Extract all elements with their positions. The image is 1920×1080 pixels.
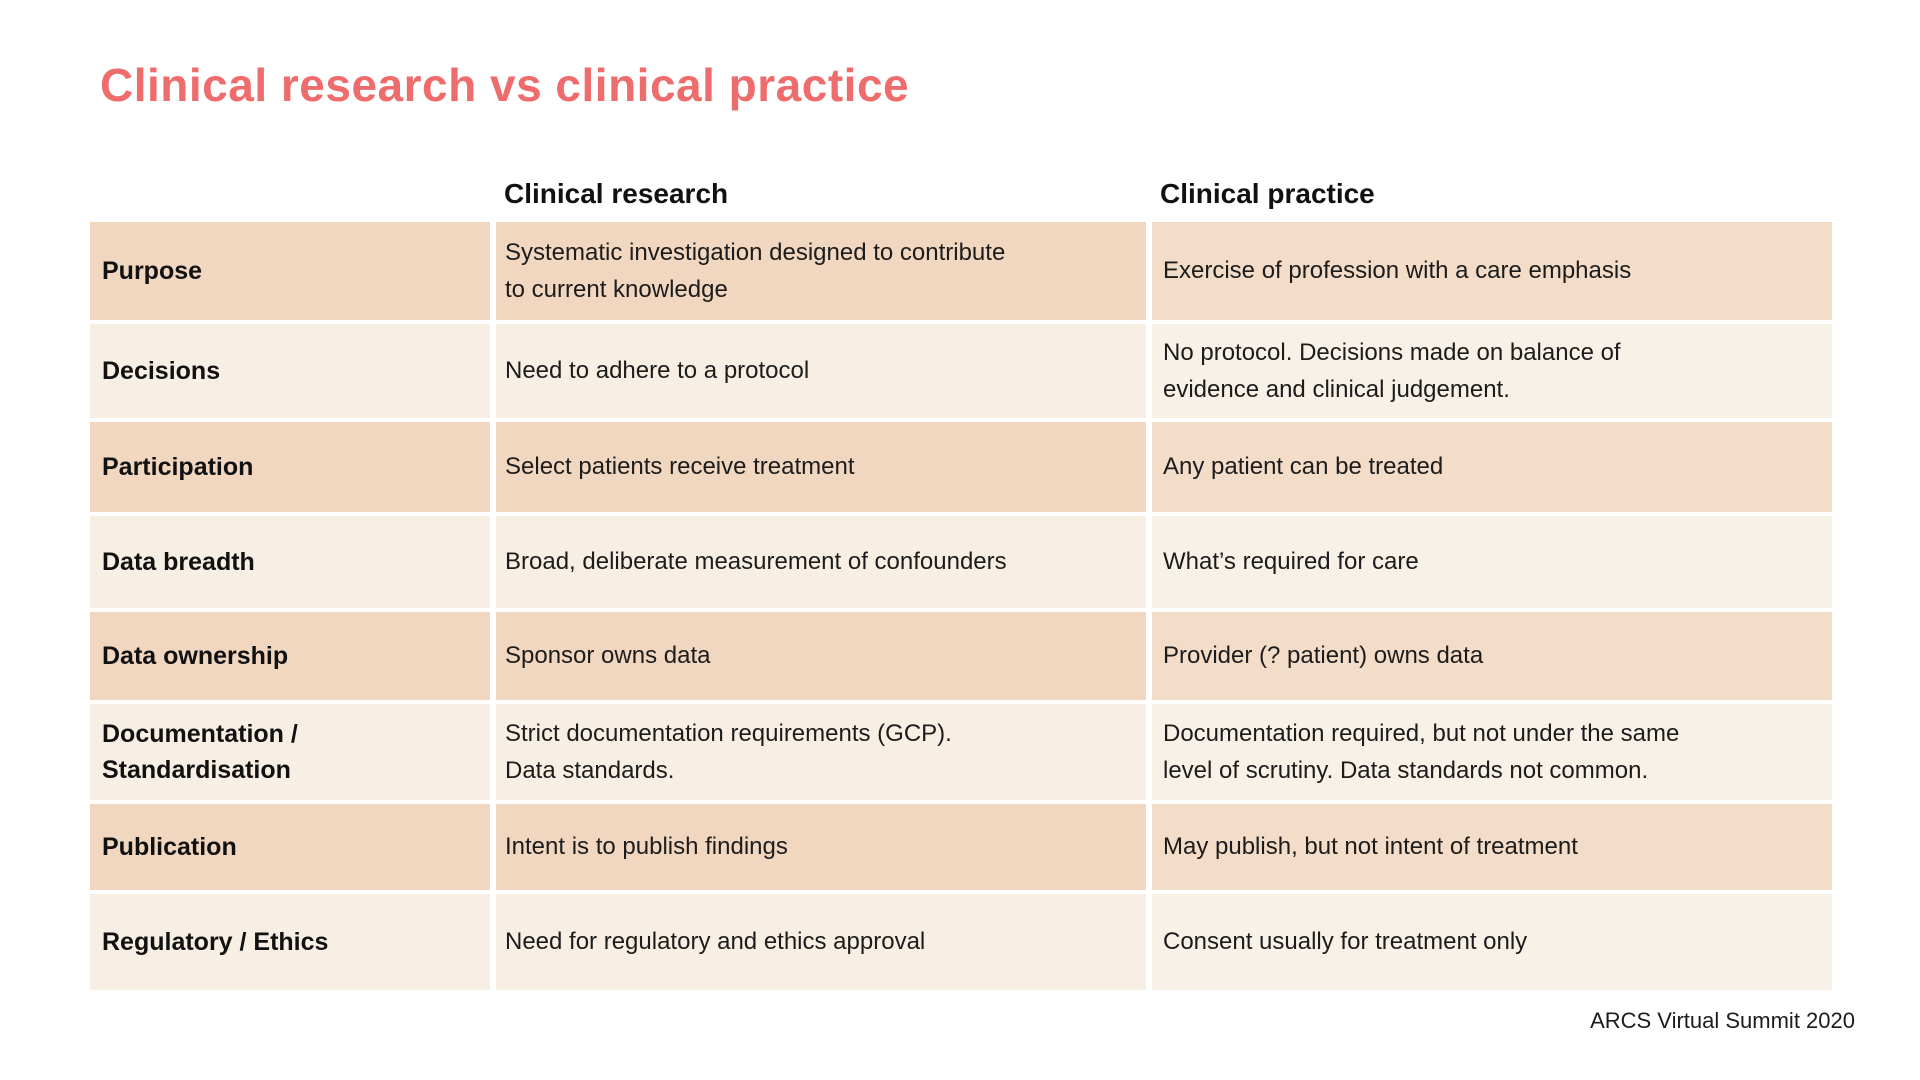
cell-regulatory-practice: Consent usually for treatment only	[1152, 894, 1832, 990]
row-label-publication: Publication	[90, 804, 490, 890]
cell-data-breadth-research: Broad, deliberate measurement of confoun…	[496, 516, 1146, 608]
cell-data-breadth-practice: What’s required for care	[1152, 516, 1832, 608]
footer-credit: ARCS Virtual Summit 2020	[1590, 1008, 1855, 1033]
cell-data-ownership-research: Sponsor owns data	[496, 612, 1146, 700]
cell-purpose-research: Systematic investigation designed to con…	[496, 222, 1146, 320]
row-label-participation: Participation	[90, 422, 490, 512]
row-label-documentation-standardisation: Documentation / Standardisation	[90, 704, 490, 800]
cell-data-ownership-practice: Provider (? patient) owns data	[1152, 612, 1832, 700]
cell-publication-practice: May publish, but not intent of treatment	[1152, 804, 1832, 890]
cell-decisions-research: Need to adhere to a protocol	[496, 324, 1146, 418]
row-label-regulatory-ethics: Regulatory / Ethics	[90, 894, 490, 990]
cell-regulatory-research: Need for regulatory and ethics approval	[496, 894, 1146, 990]
cell-participation-research: Select patients receive treatment	[496, 422, 1146, 512]
comparison-table: Purpose Systematic investigation designe…	[90, 222, 1832, 990]
cell-publication-research: Intent is to publish findings	[496, 804, 1146, 890]
column-header-clinical-research: Clinical research	[504, 178, 729, 209]
cell-documentation-practice: Documentation required, but not under th…	[1152, 704, 1832, 800]
row-label-data-breadth: Data breadth	[90, 516, 490, 608]
row-label-purpose: Purpose	[90, 222, 490, 320]
page-title: Clinical research vs clinical practice	[100, 59, 910, 111]
cell-documentation-research: Strict documentation requirements (GCP).…	[496, 704, 1146, 800]
cell-participation-practice: Any patient can be treated	[1152, 422, 1832, 512]
column-header-clinical-practice: Clinical practice	[1160, 178, 1375, 209]
cell-decisions-practice: No protocol. Decisions made on balance o…	[1152, 324, 1832, 418]
row-label-decisions: Decisions	[90, 324, 490, 418]
cell-purpose-practice: Exercise of profession with a care empha…	[1152, 222, 1832, 320]
row-label-data-ownership: Data ownership	[90, 612, 490, 700]
